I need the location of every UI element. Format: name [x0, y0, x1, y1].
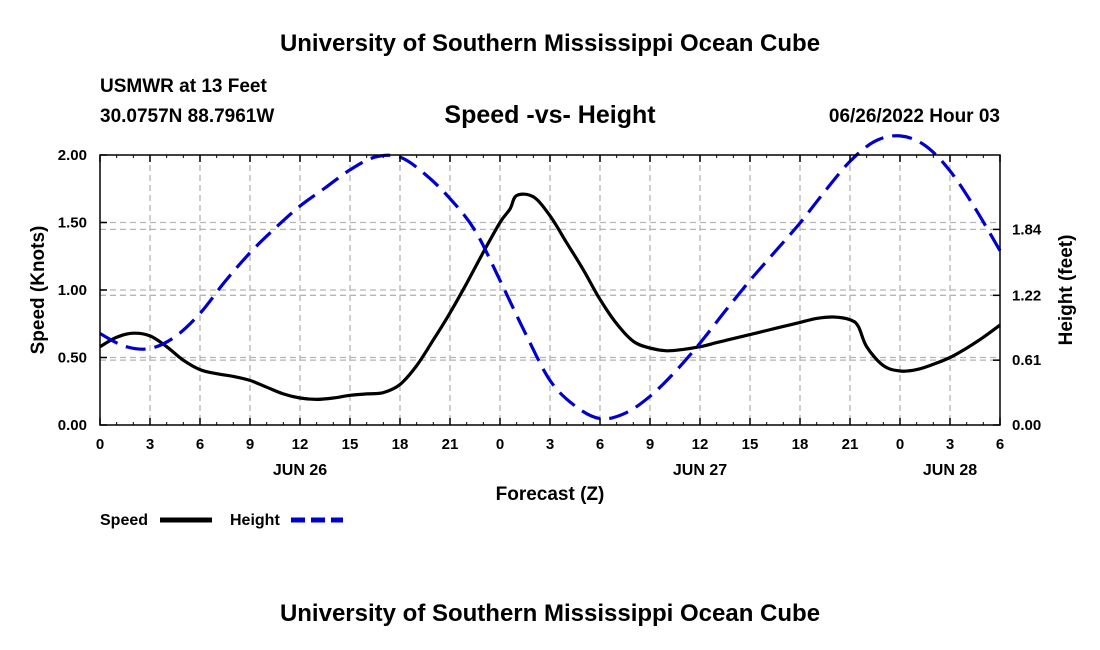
x-tick-label: 3 — [946, 436, 954, 453]
x-tick-label: 6 — [596, 436, 604, 453]
series-line-speed — [99, 192, 1001, 401]
y-axis-label-right: Height (feet) — [1056, 235, 1077, 346]
x-tick-label: 3 — [546, 436, 554, 453]
legend-height-label: Height — [230, 512, 280, 529]
legend: Speed Height — [100, 512, 343, 529]
x-tick-label: 12 — [692, 436, 709, 453]
station-name: USMWR at 13 Feet — [100, 76, 267, 97]
x-tick-label: 18 — [792, 436, 809, 453]
x-tick-label: 12 — [292, 436, 309, 453]
footer-title: University of Southern Mississippi Ocean… — [279, 600, 821, 627]
date-label: JUN 26 — [273, 462, 327, 479]
x-tick-label: 18 — [392, 436, 409, 453]
forecast-datetime: 06/26/2022 Hour 03 — [828, 106, 1000, 127]
y-tick-label-left: 0.00 — [58, 417, 87, 434]
x-tick-label: 15 — [742, 436, 759, 453]
x-tick-label: 3 — [146, 436, 154, 453]
y-tick-label-right: 0.61 — [1012, 352, 1041, 369]
grid-lines — [100, 155, 1000, 425]
date-label: JUN 27 — [673, 462, 727, 479]
y-tick-label-right: 1.84 — [1012, 221, 1042, 238]
x-tick-label: 0 — [896, 436, 904, 453]
x-tick-label: 9 — [246, 436, 254, 453]
x-axis-label: Forecast (Z) — [496, 484, 605, 505]
y-tick-label-left: 1.50 — [58, 215, 87, 232]
legend-speed-label: Speed — [100, 512, 148, 529]
x-tick-label: 0 — [96, 436, 104, 453]
y-tick-label-right: 1.22 — [1012, 287, 1041, 304]
y-axis-label-left: Speed (Knots) — [28, 226, 49, 355]
y-tick-label-right: 0.00 — [1012, 417, 1041, 434]
station-coordinates: 30.0757N 88.7961W — [100, 106, 275, 127]
speed-height-chart: 0 3 6 9 12 15 18 21 0 3 6 9 12 15 18 21 0 3 6 JUN 26 JUN 27 J… — [28, 134, 1077, 529]
x-tick-label: 6 — [996, 436, 1004, 453]
x-tick-label: 9 — [646, 436, 654, 453]
date-label: JUN 28 — [923, 462, 977, 479]
x-tick-label: 0 — [496, 436, 504, 453]
axis-layer: 0 3 6 9 12 15 18 21 0 3 6 9 12 15 18 21 0 3 6 JUN 26 JUN 27 J… — [58, 147, 1042, 479]
x-tick-label: 21 — [842, 436, 859, 453]
x-tick-label: 21 — [442, 436, 459, 453]
y-tick-label-left: 2.00 — [58, 147, 87, 164]
main-title: University of Southern Mississippi Ocean… — [279, 30, 821, 57]
x-tick-label: 6 — [196, 436, 204, 453]
x-tick-label: 15 — [342, 436, 359, 453]
y-tick-label-left: 0.50 — [58, 350, 87, 367]
y-tick-label-left: 1.00 — [58, 282, 87, 299]
chart-title: Speed -vs- Height — [444, 101, 656, 129]
